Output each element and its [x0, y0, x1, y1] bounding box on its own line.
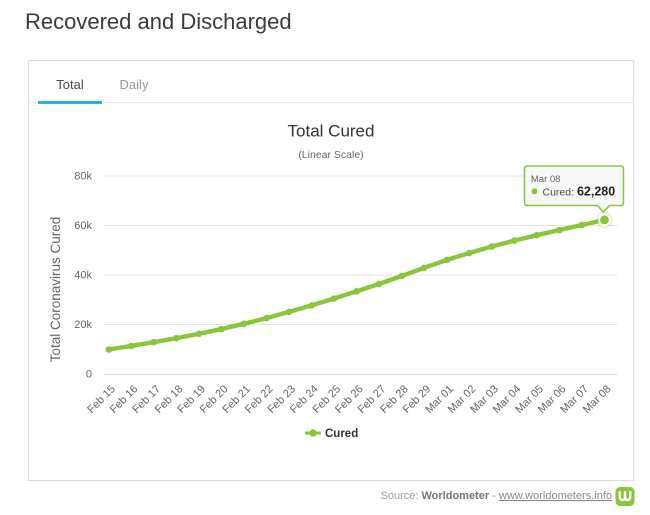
svg-text:60k: 60k: [74, 220, 92, 232]
svg-text:20k: 20k: [74, 319, 92, 331]
svg-text:Total Cured: Total Cured: [288, 122, 375, 141]
svg-text:(Linear Scale): (Linear Scale): [298, 149, 363, 161]
svg-text:Cured: 62,280: Cured: 62,280: [543, 184, 616, 198]
svg-text:Mar 08: Mar 08: [531, 174, 561, 185]
svg-text:80k: 80k: [74, 171, 92, 183]
svg-text:Cured: Cured: [325, 428, 358, 440]
svg-text:40k: 40k: [74, 270, 92, 282]
svg-text:Total Coronavirus Cured: Total Coronavirus Cured: [48, 217, 63, 363]
svg-text:Source: Worldometer - www.worl: Source: Worldometer - www.worldometers.i…: [381, 490, 612, 502]
svg-text:0: 0: [86, 369, 92, 381]
